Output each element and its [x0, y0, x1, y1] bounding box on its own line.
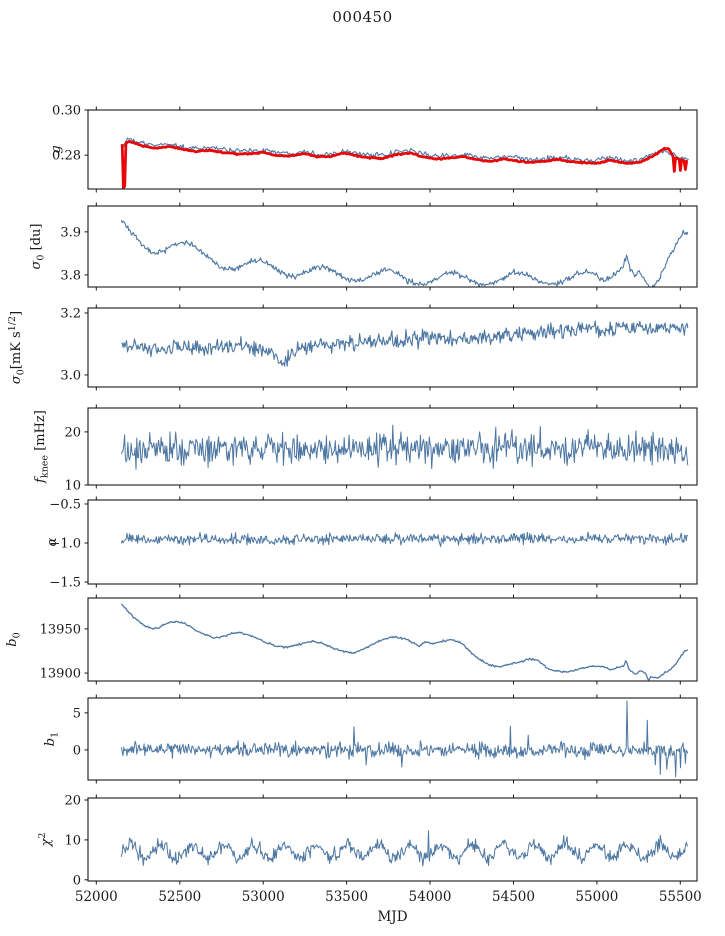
- x-tick-label: 55000: [575, 889, 618, 905]
- y-tick-label: 3.0: [60, 368, 81, 383]
- series-chi2: [120, 830, 689, 867]
- y-tick-label: 0: [73, 873, 81, 888]
- y-tick-label: 10: [64, 479, 81, 494]
- series-g-model-fit: [120, 139, 689, 189]
- y-axis-label-f_knee: fknee [mHz]: [33, 410, 51, 484]
- y-tick-label: 0: [73, 743, 81, 758]
- panel-sigma0_mK: 3.2 3.0 σ0[mK s1/2]: [7, 304, 698, 391]
- panel-frame: [87, 597, 698, 682]
- y-tick-label: 10: [64, 833, 81, 848]
- figure-title: 000450: [332, 8, 393, 26]
- panel-b1: 5 0 b1: [43, 694, 698, 784]
- y-tick-label: 20: [64, 793, 81, 808]
- x-tick-label: 54500: [492, 889, 535, 905]
- y-tick-label: 13950: [40, 622, 81, 637]
- series-alpha: [120, 531, 689, 548]
- panel-f_knee: 20 10 fknee [mHz]: [33, 404, 698, 494]
- series-b0: [120, 603, 689, 681]
- x-tick-label: 53000: [242, 889, 285, 905]
- series-sigma0-mK: [121, 320, 689, 367]
- y-tick-label: 20: [64, 425, 81, 440]
- panel-chi2: 20 10 0 χ2: [37, 793, 698, 888]
- y-tick-label: −0.5: [49, 497, 81, 512]
- y-axis-label-g: g: [49, 145, 64, 153]
- y-axis-label-chi2: χ2: [37, 833, 54, 848]
- panel-alpha: −0.5 −1.0 −1.5 α: [45, 496, 698, 591]
- y-tick-label: 3.9: [60, 225, 81, 240]
- panel-g: 0.30 0.28g: [49, 104, 698, 193]
- y-axis-label-b0: b0: [5, 632, 23, 646]
- panel-frame: [87, 407, 698, 486]
- series-f-knee: [120, 424, 689, 470]
- x-tick-label: 55500: [659, 889, 702, 905]
- series-b1: [120, 700, 689, 778]
- y-axis-label-b1: b1: [43, 732, 61, 746]
- series-sigma0-du: [120, 219, 689, 287]
- series-g-measured: [120, 137, 689, 165]
- x-tick-label: 52500: [158, 889, 201, 905]
- y-axis-label-sigma0_mK: σ0[mK s1/2]: [7, 311, 27, 384]
- y-tick-label: −1.5: [49, 576, 81, 591]
- panel-frame: [87, 307, 698, 388]
- panel-sigma0_du: 3.9 3.8 σ0 [du]: [29, 202, 698, 291]
- y-tick-label: −1.0: [49, 537, 81, 552]
- panel-frame: [87, 205, 698, 288]
- panel-b0: 13950 13900 b0: [5, 594, 698, 685]
- y-tick-label: 3.2: [60, 306, 81, 321]
- panel-frame: [87, 499, 698, 585]
- x-tick-label: 53500: [325, 889, 368, 905]
- y-tick-label: 0.30: [52, 104, 81, 119]
- y-axis-label-alpha: α: [45, 537, 60, 546]
- y-axis-label-sigma0_du: σ0 [du]: [29, 224, 47, 270]
- x-tick-label: 52000: [75, 889, 118, 905]
- y-tick-label: 5: [73, 706, 81, 721]
- y-tick-label: 3.8: [60, 268, 81, 283]
- y-tick-label: 0.28: [52, 149, 81, 164]
- y-tick-label: 13900: [40, 667, 81, 682]
- x-axis-label: MJD: [377, 909, 407, 925]
- panel-frame: [87, 797, 698, 882]
- x-tick-label: 54000: [409, 889, 452, 905]
- panel-frame: [87, 697, 698, 781]
- panel-frame: [87, 109, 698, 190]
